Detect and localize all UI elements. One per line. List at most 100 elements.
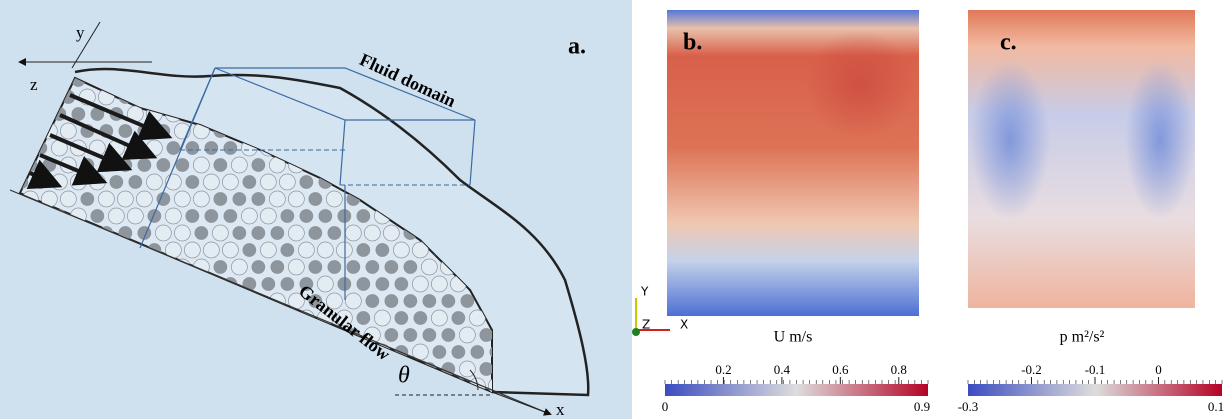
- grain: [279, 173, 296, 191]
- grain: [337, 209, 352, 223]
- grain: [174, 190, 191, 208]
- fluid-box: [139, 67, 476, 300]
- grain: [318, 209, 333, 223]
- grain: [117, 190, 134, 208]
- grain: [242, 175, 257, 189]
- grain: [394, 311, 409, 325]
- grain: [441, 294, 456, 308]
- grain: [384, 260, 399, 274]
- grain: [431, 275, 448, 293]
- grain: [298, 241, 315, 259]
- axis-label-z: z: [30, 75, 38, 94]
- grain: [326, 190, 343, 208]
- grain: [422, 328, 437, 342]
- grain: [232, 226, 247, 240]
- grain: [60, 122, 77, 140]
- grain: [260, 207, 277, 225]
- grain: [459, 360, 476, 378]
- axis-label-y: y: [76, 23, 85, 42]
- grain: [232, 192, 247, 206]
- grain: [356, 277, 371, 291]
- grain: [222, 173, 239, 191]
- max-label: 0.1: [1208, 399, 1224, 414]
- grain: [90, 209, 105, 223]
- grain: [412, 275, 429, 293]
- field-patch: [970, 60, 1050, 220]
- grain: [261, 277, 276, 291]
- field-patch: [1125, 60, 1195, 220]
- tick-label: -0.1: [1085, 362, 1106, 377]
- grain: [260, 173, 277, 191]
- triad-label: Y: [640, 285, 649, 299]
- field-patch: [805, 30, 915, 140]
- grain: [403, 294, 418, 308]
- grain: [460, 294, 475, 308]
- tick-label: 0.4: [774, 362, 791, 377]
- grain: [384, 294, 399, 308]
- grain: [251, 158, 266, 172]
- grain: [203, 173, 220, 191]
- grain: [213, 192, 228, 206]
- grain: [193, 190, 210, 208]
- min-label: -0.3: [958, 399, 979, 414]
- grain: [251, 192, 266, 206]
- triad-label: Z: [642, 318, 650, 332]
- grain: [432, 345, 447, 359]
- grain: [280, 243, 295, 257]
- grain: [269, 190, 286, 208]
- grain: [204, 141, 219, 155]
- grain: [194, 226, 209, 240]
- grain: [128, 175, 143, 189]
- grain: [422, 294, 437, 308]
- grain: [231, 156, 248, 174]
- grain: [231, 258, 248, 276]
- grain: [308, 260, 323, 274]
- grain: [346, 260, 361, 274]
- grain: [308, 192, 323, 206]
- grain: [251, 260, 266, 274]
- slope: [9, 189, 546, 413]
- grain: [127, 207, 144, 225]
- grain: [374, 309, 391, 327]
- grain: [470, 345, 485, 359]
- grain: [288, 258, 305, 276]
- grain: [223, 141, 238, 155]
- grain: [204, 209, 219, 223]
- grain: [251, 226, 266, 240]
- grain: [288, 224, 305, 242]
- grain: [412, 241, 429, 259]
- grain: [60, 190, 77, 208]
- velocity-arrows: [26, 93, 173, 189]
- grain: [166, 141, 181, 155]
- grain: [213, 158, 228, 172]
- triad-label: X: [680, 318, 688, 332]
- grain: [317, 241, 334, 259]
- angle-arc: [469, 369, 479, 391]
- tick-label: 0.8: [891, 362, 907, 377]
- axis-label-x: x: [556, 400, 565, 419]
- grain: [337, 277, 352, 291]
- grain: [203, 241, 220, 259]
- grain: [393, 241, 410, 259]
- grain: [137, 158, 152, 172]
- grain: [108, 207, 125, 225]
- grain: [345, 224, 362, 242]
- colorbar: [665, 384, 928, 396]
- grain: [364, 224, 381, 242]
- grain: [109, 175, 124, 189]
- tick-label: 0: [1155, 362, 1162, 377]
- grain: [336, 241, 353, 259]
- grain: [222, 241, 239, 259]
- grain: [165, 207, 182, 225]
- grain: [212, 224, 229, 242]
- min-label: 0: [662, 399, 669, 414]
- grain: [375, 243, 390, 257]
- grain: [403, 328, 418, 342]
- grain: [193, 156, 210, 174]
- grain: [356, 311, 371, 325]
- grain: [336, 309, 353, 327]
- grain: [155, 224, 172, 242]
- grain: [327, 260, 342, 274]
- axis-x: [491, 391, 552, 416]
